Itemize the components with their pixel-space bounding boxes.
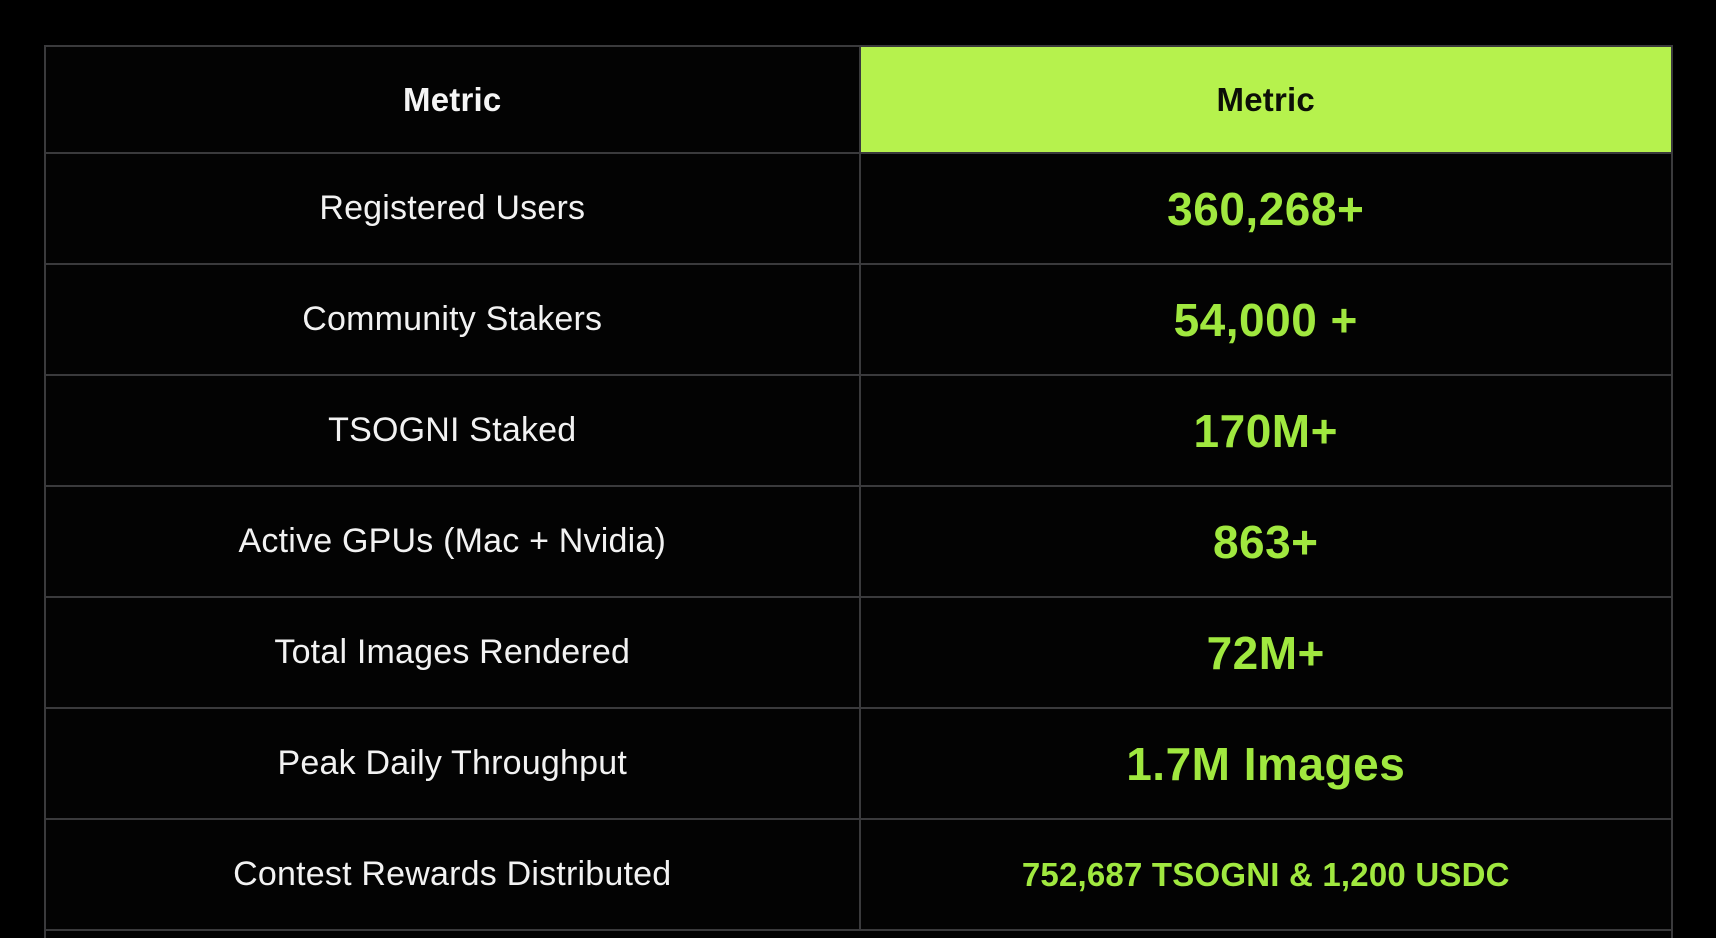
metrics-table: Metric Metric Registered Users 360,268+ Co… (44, 45, 1673, 938)
table-row: TSOGNI Staked 170M+ (46, 376, 1671, 487)
metric-value: 863+ (858, 487, 1672, 596)
metric-label: Community Stakers (302, 300, 603, 338)
metric-value: 54,000 + (858, 265, 1672, 374)
table-header-row: Metric Metric (46, 47, 1671, 154)
metric-label: Contest Rewards Distributed (233, 855, 672, 893)
metric-value: 72M+ (858, 598, 1672, 707)
metric-label: TSOGNI Staked (328, 411, 577, 449)
metric-label: Registered Users (319, 189, 586, 227)
metric-value: 360,268+ (858, 154, 1672, 263)
metric-label: Active GPUs (Mac + Nvidia) (238, 522, 666, 560)
metric-value: 752,687 TSOGNI & 1,200 USDC (858, 820, 1672, 929)
metric-value: 170M+ (858, 376, 1672, 485)
table-row: Registered Users 360,268+ (46, 154, 1671, 265)
table-row: Community Stakers 54,000 + (46, 265, 1671, 376)
column-header-metric-left: Metric (46, 47, 859, 152)
metric-label: Peak Daily Throughput (277, 744, 627, 782)
table-row: Active GPUs (Mac + Nvidia) 863+ (46, 487, 1671, 598)
metric-value: 1.7M Images (858, 709, 1672, 818)
table-row: Total Images Rendered 72M+ (46, 598, 1671, 709)
table-row: Contest Rewards Distributed 752,687 TSOGN… (46, 820, 1671, 931)
column-header-metric-right: Metric (858, 47, 1671, 152)
metric-label: Total Images Rendered (274, 633, 631, 671)
table-row: Peak Daily Throughput 1.7M Images (46, 709, 1671, 820)
